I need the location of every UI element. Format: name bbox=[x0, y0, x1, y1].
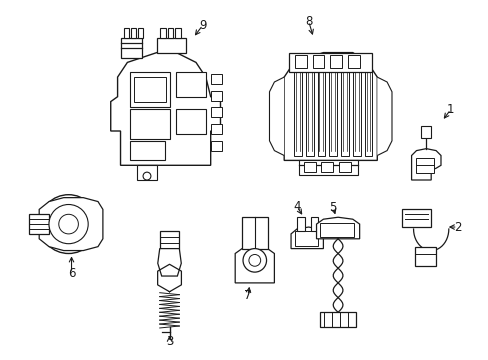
Bar bbox=[320, 223, 353, 237]
Bar bbox=[296, 217, 304, 231]
Polygon shape bbox=[124, 28, 129, 38]
Bar bbox=[134, 77, 165, 102]
Bar bbox=[352, 67, 360, 156]
Bar bbox=[305, 67, 313, 156]
Polygon shape bbox=[160, 28, 165, 38]
Bar bbox=[414, 247, 435, 266]
Bar bbox=[137, 165, 157, 180]
Bar bbox=[130, 141, 164, 161]
Bar bbox=[303, 162, 315, 172]
Bar bbox=[317, 67, 325, 156]
Polygon shape bbox=[167, 28, 173, 38]
Polygon shape bbox=[235, 247, 274, 283]
Bar bbox=[160, 231, 179, 249]
Bar bbox=[310, 217, 318, 231]
Polygon shape bbox=[175, 28, 181, 38]
Bar bbox=[29, 214, 49, 234]
Bar bbox=[338, 162, 350, 172]
Bar bbox=[340, 67, 348, 156]
Bar bbox=[210, 74, 222, 84]
Text: 7: 7 bbox=[244, 289, 251, 302]
Bar bbox=[293, 67, 301, 156]
Polygon shape bbox=[284, 53, 377, 161]
Text: 9: 9 bbox=[199, 19, 206, 32]
Circle shape bbox=[248, 255, 260, 266]
Text: 3: 3 bbox=[165, 335, 173, 348]
Bar bbox=[329, 55, 341, 68]
Bar bbox=[401, 210, 430, 227]
Polygon shape bbox=[269, 77, 284, 156]
Bar bbox=[210, 108, 222, 117]
Polygon shape bbox=[320, 312, 355, 327]
Text: 6: 6 bbox=[68, 267, 75, 280]
Bar bbox=[176, 72, 205, 97]
Polygon shape bbox=[290, 227, 323, 249]
Bar bbox=[294, 55, 306, 68]
Polygon shape bbox=[138, 28, 143, 38]
Bar bbox=[130, 109, 169, 139]
Bar bbox=[242, 217, 267, 249]
Polygon shape bbox=[377, 77, 391, 156]
Polygon shape bbox=[157, 38, 186, 53]
Polygon shape bbox=[131, 28, 136, 38]
Text: 8: 8 bbox=[305, 15, 312, 28]
Polygon shape bbox=[39, 198, 102, 251]
Bar bbox=[328, 67, 336, 156]
Bar bbox=[294, 231, 318, 246]
Bar bbox=[298, 161, 357, 175]
Bar bbox=[312, 55, 324, 68]
Bar bbox=[210, 124, 222, 134]
Bar bbox=[210, 91, 222, 100]
Polygon shape bbox=[316, 217, 359, 239]
Bar bbox=[130, 72, 169, 107]
Text: 5: 5 bbox=[329, 201, 336, 214]
Circle shape bbox=[49, 204, 88, 244]
Bar bbox=[364, 67, 372, 156]
Polygon shape bbox=[110, 53, 220, 165]
Text: 4: 4 bbox=[293, 200, 300, 213]
Circle shape bbox=[143, 172, 151, 180]
Polygon shape bbox=[411, 149, 440, 180]
Bar bbox=[347, 55, 359, 68]
Bar bbox=[176, 109, 205, 134]
Bar bbox=[421, 126, 430, 138]
Circle shape bbox=[243, 249, 266, 272]
Bar bbox=[210, 141, 222, 150]
Text: 2: 2 bbox=[453, 221, 461, 234]
Bar bbox=[321, 162, 332, 172]
Bar bbox=[416, 158, 433, 173]
Polygon shape bbox=[120, 38, 142, 58]
Circle shape bbox=[59, 214, 78, 234]
Text: 1: 1 bbox=[446, 103, 454, 116]
Polygon shape bbox=[158, 249, 181, 276]
Bar bbox=[288, 53, 372, 72]
Circle shape bbox=[39, 195, 98, 253]
